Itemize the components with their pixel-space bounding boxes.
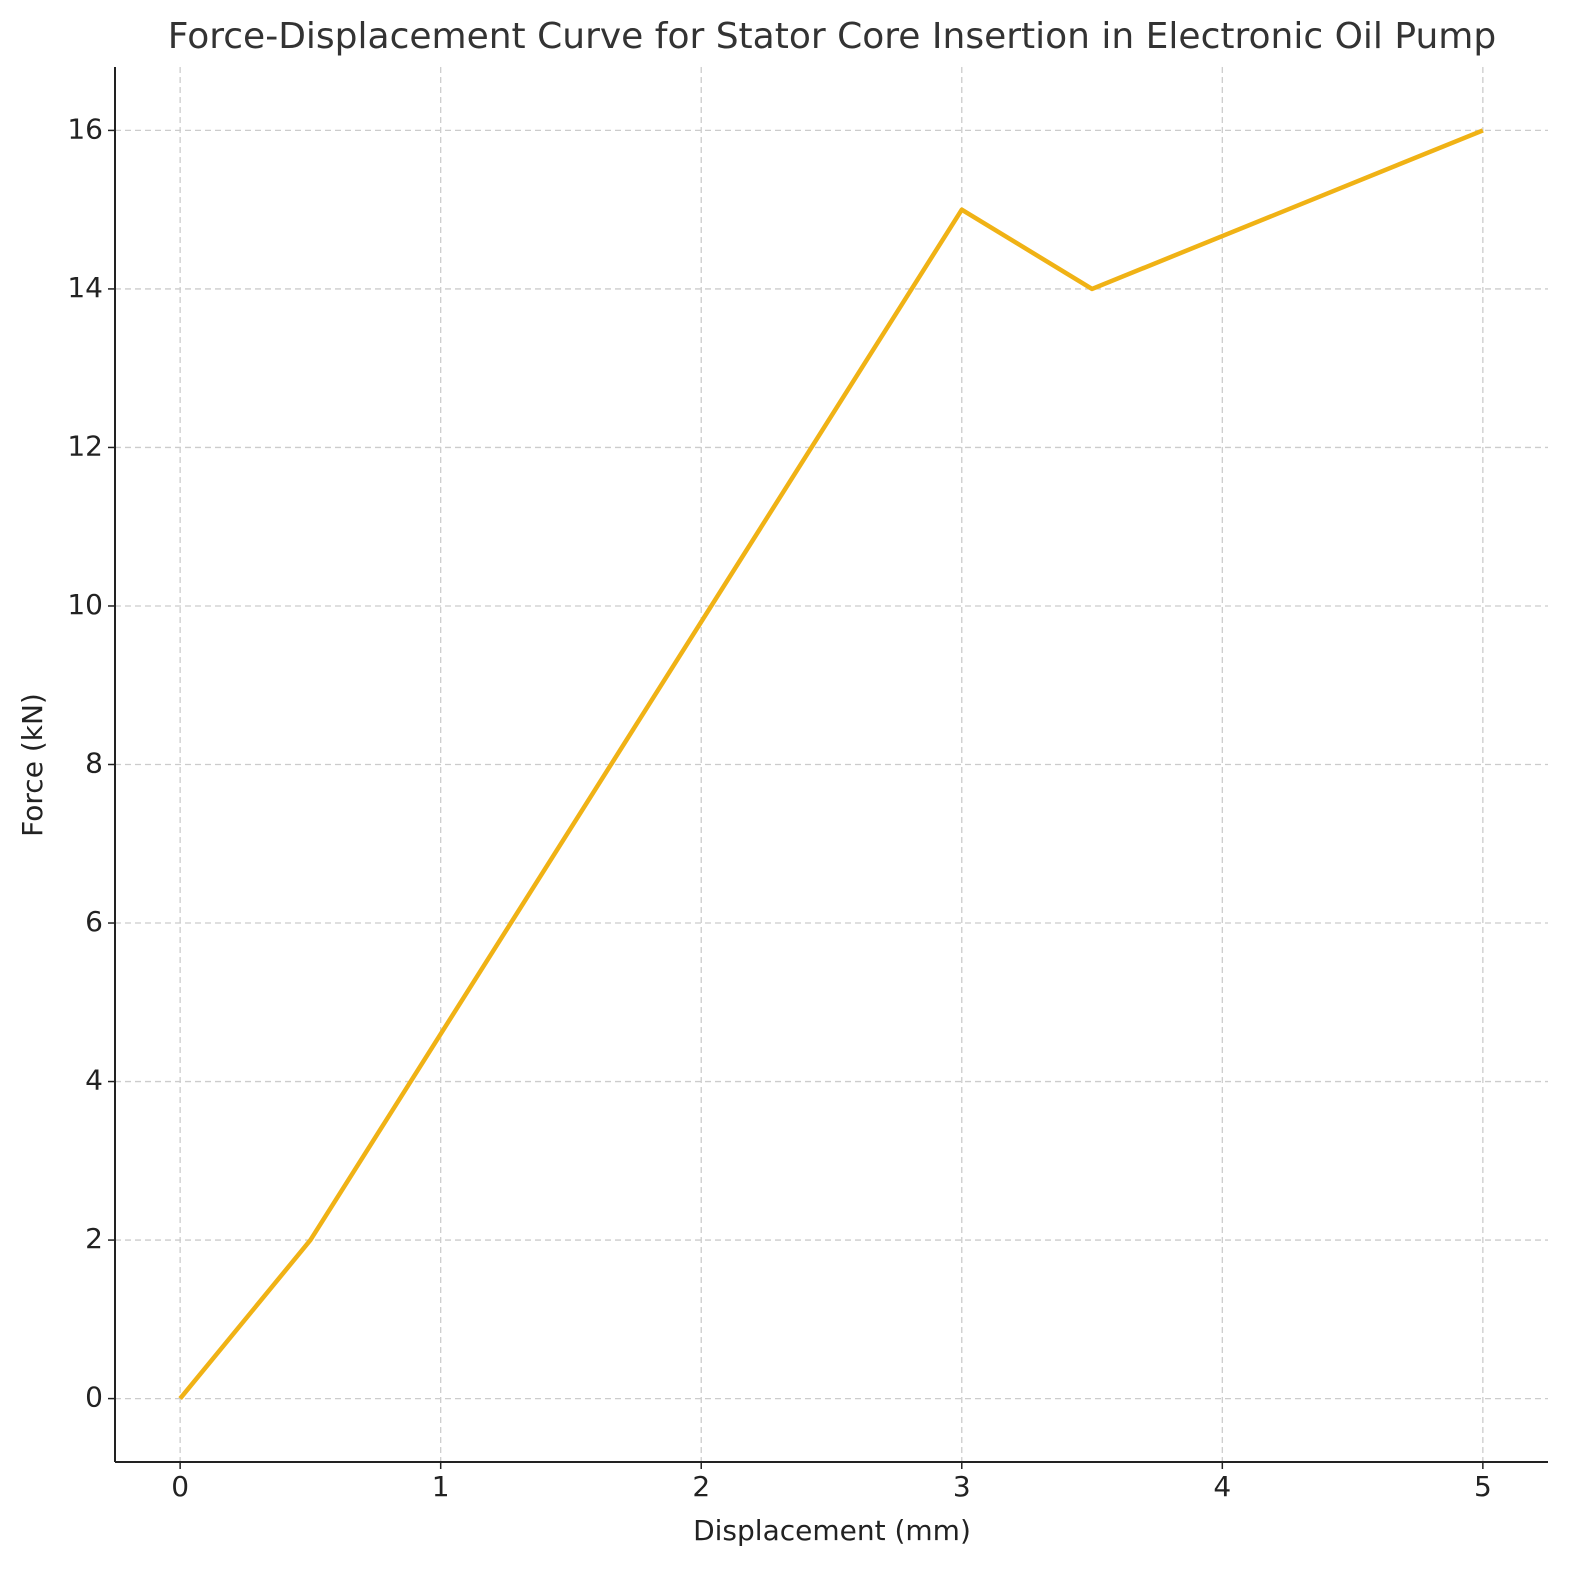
x-tick-label: 1 — [432, 1470, 450, 1503]
data-line — [178, 128, 1484, 1401]
x-tick-label: 3 — [953, 1470, 971, 1503]
y-axis-label: Force (kN) — [16, 693, 49, 837]
y-tick-label: 8 — [85, 747, 103, 780]
x-axis-label: Displacement (mm) — [693, 1514, 971, 1547]
y-tick-label: 4 — [85, 1064, 103, 1097]
chart-title: Force-Displacement Curve for Stator Core… — [168, 16, 1496, 57]
x-tick-label: 0 — [171, 1470, 189, 1503]
y-tick-label: 0 — [85, 1381, 103, 1414]
y-tick-label: 14 — [67, 271, 103, 304]
x-tick-label: 2 — [692, 1470, 710, 1503]
y-tick-label: 16 — [67, 112, 103, 145]
y-tick-label: 2 — [85, 1222, 103, 1255]
y-tick-label: 6 — [85, 905, 103, 938]
y-tick-label: 12 — [67, 429, 103, 462]
x-tick-label: 4 — [1213, 1470, 1231, 1503]
y-tick-label: 10 — [67, 588, 103, 621]
x-tick-label: 5 — [1474, 1470, 1492, 1503]
